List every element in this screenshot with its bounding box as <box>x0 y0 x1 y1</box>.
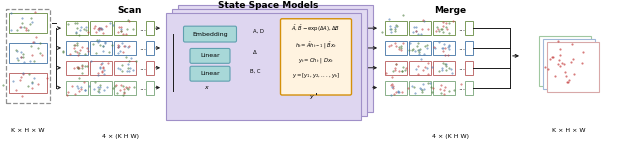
FancyBboxPatch shape <box>90 81 112 95</box>
Text: Scan: Scan <box>118 6 142 15</box>
FancyBboxPatch shape <box>146 61 154 75</box>
FancyBboxPatch shape <box>409 21 431 35</box>
FancyBboxPatch shape <box>280 19 351 95</box>
FancyBboxPatch shape <box>114 41 136 55</box>
FancyBboxPatch shape <box>190 49 230 63</box>
Text: B, C: B, C <box>250 69 260 74</box>
Text: K × H × W: K × H × W <box>552 128 586 133</box>
FancyBboxPatch shape <box>66 81 88 95</box>
Text: $y=[y_1,y_2,...,y_k]$: $y=[y_1,y_2,...,y_k]$ <box>292 71 340 80</box>
Text: ...: ... <box>458 24 465 33</box>
FancyBboxPatch shape <box>172 9 367 116</box>
Text: ...: ... <box>139 44 146 52</box>
FancyBboxPatch shape <box>433 81 455 95</box>
FancyBboxPatch shape <box>433 61 455 75</box>
FancyBboxPatch shape <box>385 61 407 75</box>
FancyBboxPatch shape <box>66 61 88 75</box>
FancyBboxPatch shape <box>547 42 599 92</box>
FancyBboxPatch shape <box>190 66 230 81</box>
FancyBboxPatch shape <box>90 41 112 55</box>
Text: Merge: Merge <box>434 6 466 15</box>
Text: $y$: $y$ <box>309 92 315 101</box>
FancyBboxPatch shape <box>6 9 50 103</box>
FancyBboxPatch shape <box>409 81 431 95</box>
Text: ...: ... <box>458 63 465 72</box>
FancyBboxPatch shape <box>114 81 136 95</box>
Text: $\bar{A},\bar{B}-\exp(\Delta A),\Delta B$: $\bar{A},\bar{B}-\exp(\Delta A),\Delta B… <box>291 24 340 34</box>
Text: K × H × W: K × H × W <box>12 128 45 133</box>
FancyBboxPatch shape <box>9 73 47 92</box>
Text: $y_t=Ch_t\ |\ Dx_t$: $y_t=Ch_t\ |\ Dx_t$ <box>298 56 334 65</box>
FancyBboxPatch shape <box>433 21 455 35</box>
FancyBboxPatch shape <box>543 39 595 89</box>
FancyBboxPatch shape <box>66 41 88 55</box>
FancyBboxPatch shape <box>9 13 47 33</box>
FancyBboxPatch shape <box>465 61 474 75</box>
Text: $x$: $x$ <box>204 83 210 91</box>
Text: $\Delta$: $\Delta$ <box>252 48 258 56</box>
FancyBboxPatch shape <box>385 21 407 35</box>
Text: ...: ... <box>139 24 146 33</box>
FancyBboxPatch shape <box>146 81 154 95</box>
Text: Embedding: Embedding <box>192 32 228 37</box>
FancyBboxPatch shape <box>465 41 474 55</box>
FancyBboxPatch shape <box>385 41 407 55</box>
Text: $h_t=\bar{A}h_{t-1}\ |\ \bar{B}x_t$: $h_t=\bar{A}h_{t-1}\ |\ \bar{B}x_t$ <box>295 41 337 51</box>
Text: Linear: Linear <box>200 53 220 58</box>
FancyBboxPatch shape <box>166 13 360 120</box>
FancyBboxPatch shape <box>66 21 88 35</box>
FancyBboxPatch shape <box>385 81 407 95</box>
FancyBboxPatch shape <box>146 21 154 35</box>
FancyBboxPatch shape <box>177 5 372 112</box>
FancyBboxPatch shape <box>433 41 455 55</box>
FancyBboxPatch shape <box>465 81 474 95</box>
Text: ...: ... <box>458 83 465 92</box>
FancyBboxPatch shape <box>9 43 47 63</box>
Text: 4 × (K H W): 4 × (K H W) <box>102 134 138 139</box>
Text: 4 × (K H W): 4 × (K H W) <box>431 134 468 139</box>
FancyBboxPatch shape <box>184 26 237 42</box>
FancyBboxPatch shape <box>146 41 154 55</box>
FancyBboxPatch shape <box>114 21 136 35</box>
Text: ...: ... <box>139 63 146 72</box>
Text: A, D: A, D <box>253 29 264 34</box>
FancyBboxPatch shape <box>409 41 431 55</box>
Text: State Space Models: State Space Models <box>218 1 318 10</box>
FancyBboxPatch shape <box>409 61 431 75</box>
FancyBboxPatch shape <box>90 21 112 35</box>
Text: ...: ... <box>139 83 146 92</box>
FancyBboxPatch shape <box>465 21 474 35</box>
Text: ...: ... <box>458 44 465 52</box>
Text: Linear: Linear <box>200 71 220 76</box>
FancyBboxPatch shape <box>539 36 591 86</box>
FancyBboxPatch shape <box>114 61 136 75</box>
FancyBboxPatch shape <box>90 61 112 75</box>
